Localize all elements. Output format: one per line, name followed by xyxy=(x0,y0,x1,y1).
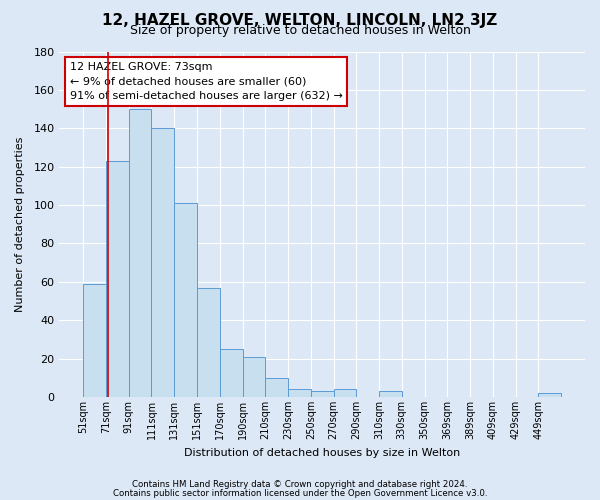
X-axis label: Distribution of detached houses by size in Welton: Distribution of detached houses by size … xyxy=(184,448,460,458)
Bar xyxy=(311,392,334,397)
Bar xyxy=(129,109,151,397)
Bar xyxy=(334,390,356,397)
Bar xyxy=(538,393,561,397)
Text: 12 HAZEL GROVE: 73sqm
← 9% of detached houses are smaller (60)
91% of semi-detac: 12 HAZEL GROVE: 73sqm ← 9% of detached h… xyxy=(70,62,343,102)
Text: Contains public sector information licensed under the Open Government Licence v3: Contains public sector information licen… xyxy=(113,489,487,498)
Text: 12, HAZEL GROVE, WELTON, LINCOLN, LN2 3JZ: 12, HAZEL GROVE, WELTON, LINCOLN, LN2 3J… xyxy=(103,12,497,28)
Bar xyxy=(197,288,220,397)
Text: Contains HM Land Registry data © Crown copyright and database right 2024.: Contains HM Land Registry data © Crown c… xyxy=(132,480,468,489)
Bar xyxy=(83,284,106,397)
Bar xyxy=(265,378,288,397)
Bar xyxy=(379,392,402,397)
Text: Size of property relative to detached houses in Welton: Size of property relative to detached ho… xyxy=(130,24,470,37)
Bar xyxy=(288,390,311,397)
Bar xyxy=(220,349,242,397)
Bar xyxy=(106,161,129,397)
Bar xyxy=(151,128,174,397)
Bar xyxy=(242,356,265,397)
Bar xyxy=(174,203,197,397)
Y-axis label: Number of detached properties: Number of detached properties xyxy=(15,136,25,312)
